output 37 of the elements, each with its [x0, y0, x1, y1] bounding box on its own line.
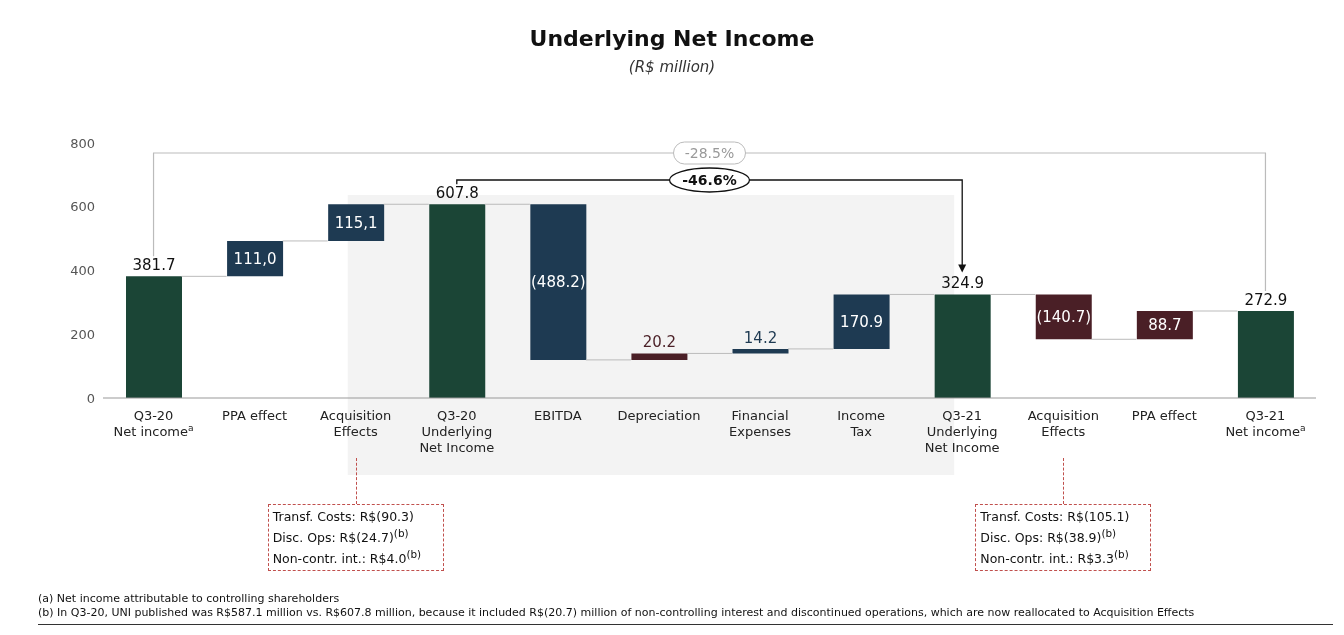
- x-tick-label: PPA effect: [1131, 408, 1197, 423]
- data-label: 324.9: [941, 274, 985, 293]
- x-tick-label: Q3-21 Net income$^{a}$: [1225, 408, 1306, 439]
- x-tick-label: PPA effect: [222, 408, 288, 423]
- y-tick-label: 800: [70, 135, 95, 151]
- x-tick-label: Q3-21 Underlying Net Income: [924, 408, 1000, 455]
- data-label: 14.2: [743, 328, 778, 347]
- x-tick-label: Income Tax: [837, 408, 886, 439]
- data-label: 20.2: [642, 333, 677, 352]
- text: (b) In Q3-20, UNI published was R$587.1 million vs. R$607.8 million, because it included R$(20.7) million of non-controlling interest and discontinued operations, which are now reallocated to Acquisition Effects: [38, 606, 1196, 620]
- data-label: 115,1: [334, 213, 378, 232]
- x-tick-label: EBITDA: [534, 408, 582, 423]
- data-label: 170.9: [840, 312, 884, 331]
- callout-box: Transf. Costs: R$(105.1) Disc. Ops: R$(38.9)$^{(b)}$ Non-contr. int.: R$3.3$^{(b)}$: [975, 504, 1152, 572]
- x-tick-label: Financial Expenses: [729, 408, 792, 439]
- annotation: -28.5%: [684, 145, 735, 161]
- data-label: 272.9: [1244, 291, 1288, 310]
- chart-subtitle: (R$ million): [627, 58, 717, 76]
- x-tick-label: Depreciation: [617, 408, 701, 423]
- x-tick-label: Q3-20 Underlying Net Income: [419, 408, 495, 455]
- data-label: 607.8: [435, 184, 479, 203]
- annotation: -46.6%: [682, 172, 737, 188]
- x-tick-label: Acquisition Effects: [320, 408, 392, 439]
- data-label: (140.7): [1036, 307, 1092, 326]
- data-label: 381.7: [132, 256, 176, 275]
- x-tick-label: Q3-20 Net income$^{a}$: [113, 408, 194, 439]
- y-tick-label: 200: [70, 326, 95, 342]
- data-label: 88.7: [1148, 316, 1182, 335]
- x-tick-label: Acquisition Effects: [1027, 408, 1099, 439]
- data-label: (488.2): [531, 273, 586, 292]
- callout-box: Transf. Costs: R$(90.3) Disc. Ops: R$(24.7)$^{(b)}$ Non-contr. int.: R$4.0$^{(b)}$: [267, 504, 444, 572]
- data-label: 111,0: [233, 249, 277, 268]
- y-tick-label: 0: [86, 390, 95, 406]
- y-tick-label: 600: [70, 199, 95, 215]
- chart-title: Underlying Net Income: [528, 26, 816, 51]
- text: (a) Net income attributable to controlling shareholders: [38, 592, 341, 606]
- y-tick-label: 400: [70, 263, 95, 279]
